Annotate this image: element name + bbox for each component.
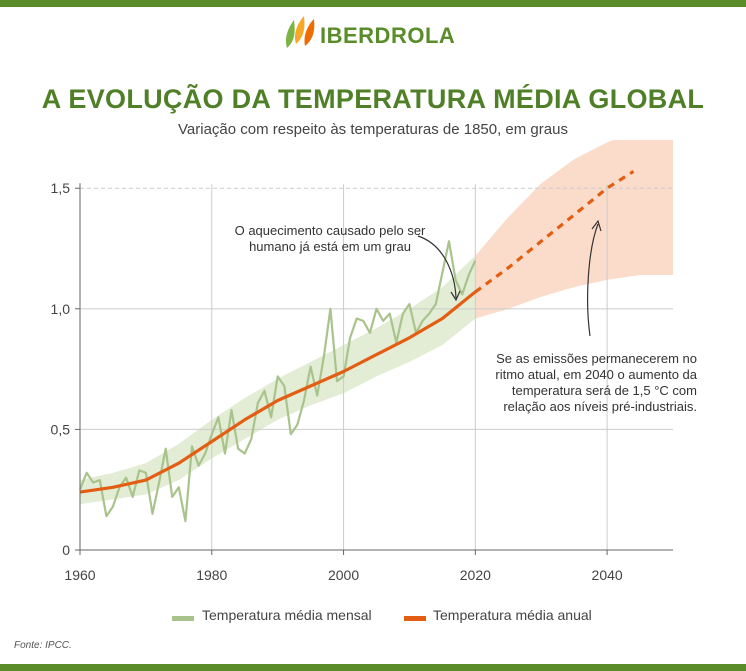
x-tick-label-1: 1980 xyxy=(196,567,227,583)
source-note: Fonte: IPCC. xyxy=(14,640,72,651)
x-tick-label-4: 2040 xyxy=(592,567,623,583)
series-annual-line xyxy=(79,290,477,494)
legend-label-monthly: Temperatura média mensal xyxy=(202,607,372,623)
brand-name: IBERDROLA xyxy=(320,23,456,48)
y-tick-label-3: 1,5 xyxy=(51,180,71,196)
leaf-logo-icon xyxy=(285,16,315,48)
annotation-projection-line-4: relação aos níveis pré-industriais. xyxy=(503,399,697,414)
legend-label-annual: Temperatura média anual xyxy=(433,607,592,623)
annotation-projection-line-1: Se as emissões permanecerem no xyxy=(496,351,697,366)
annotation-projection-arrow xyxy=(587,223,599,337)
brand-logo: IBERDROLA xyxy=(284,14,464,54)
legend-swatch-annual xyxy=(404,616,426,621)
series-projection-line xyxy=(474,170,635,294)
annotation-human-arrowhead xyxy=(450,290,461,302)
y-tick-label-0: 0 xyxy=(62,542,70,558)
band-projection xyxy=(475,140,673,319)
chart-title: A EVOLUÇÃO DA TEMPERATURA MÉDIA GLOBAL xyxy=(41,84,705,114)
chart-subtitle: Variação com respeito às temperaturas de… xyxy=(178,121,568,138)
x-tick-label-3: 2020 xyxy=(460,567,491,583)
series-monthly-line xyxy=(78,240,477,523)
y-tick-label-1: 0,5 xyxy=(51,421,71,437)
bottom-frame-bar xyxy=(0,664,746,671)
x-tick-label-0: 1960 xyxy=(64,567,95,583)
annotation-human-line-2: humano já está em um grau xyxy=(249,239,411,254)
chart-legend: Temperatura média mensal Temperatura méd… xyxy=(0,607,746,629)
annotation-human-arrow xyxy=(417,235,457,299)
temperature-chart: 0 0,5 1,0 1,5 1960 1980 2000 2020 2040 O aquecim… xyxy=(51,140,698,583)
annotation-projection-line-3: temperatura será de 1,5 °C com xyxy=(512,383,697,398)
annotation-projection-arrowhead xyxy=(591,219,602,232)
legend-swatch-monthly xyxy=(172,616,194,621)
y-tick-label-2: 1,0 xyxy=(51,301,71,317)
annotation-projection-line-2: ritmo atual, em 2040 o aumento da xyxy=(495,367,697,382)
top-frame-bar xyxy=(0,0,746,7)
x-tick-label-2: 2000 xyxy=(328,567,359,583)
annotation-human-line-1: O aquecimento causado pelo ser xyxy=(235,223,426,238)
